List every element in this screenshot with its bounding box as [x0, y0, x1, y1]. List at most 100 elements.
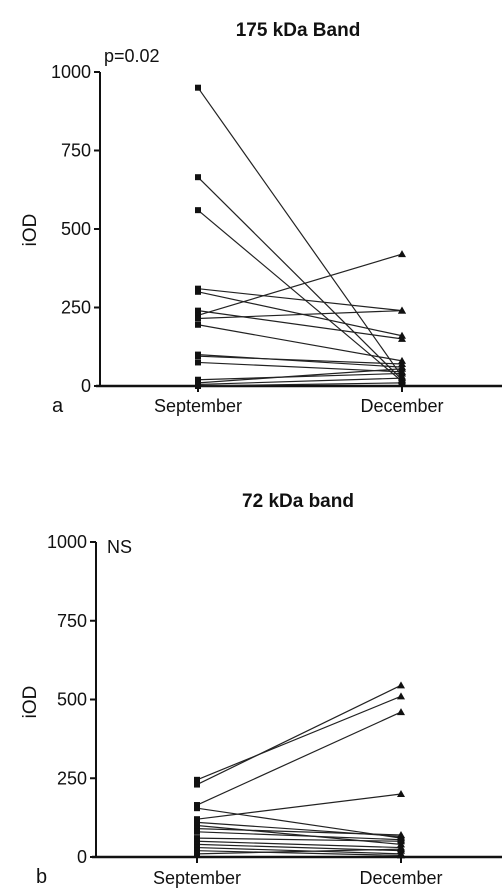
- paired-series: [194, 681, 405, 859]
- december-marker: [398, 374, 406, 382]
- subject-line: [196, 807, 402, 839]
- subject-line: [197, 361, 403, 373]
- september-marker: [195, 376, 201, 383]
- subject-line: [197, 253, 403, 316]
- p-value-annotation: p=0.02: [104, 46, 160, 66]
- y-tick-label: 250: [57, 768, 87, 788]
- y-tick-label: 1000: [47, 532, 87, 552]
- y-tick-label: 750: [61, 141, 91, 161]
- september-marker: [194, 847, 200, 854]
- y-tick-label: 0: [81, 376, 91, 396]
- subject-line: [197, 310, 403, 340]
- y-tick-label: 1000: [51, 62, 91, 82]
- y-tick-label: 500: [61, 219, 91, 239]
- december-marker: [398, 360, 406, 368]
- september-marker: [195, 312, 201, 319]
- september-marker: [194, 805, 200, 812]
- december-marker: [398, 369, 406, 377]
- december-marker: [398, 364, 406, 372]
- december-marker: [397, 790, 405, 797]
- subject-line: [196, 831, 402, 841]
- subject-line: [197, 382, 403, 387]
- september-marker: [194, 825, 200, 832]
- subject-line: [196, 793, 402, 820]
- subject-line: [197, 368, 403, 384]
- subject-line: [197, 288, 403, 312]
- subject-line: [196, 846, 402, 855]
- subject-line: [197, 176, 403, 381]
- y-tick-label: 500: [57, 690, 87, 710]
- subject-line: [197, 354, 403, 368]
- chart-panel-b: 72 kDa band NS iOD b September December …: [20, 491, 502, 888]
- september-marker: [194, 838, 200, 845]
- december-marker: [397, 845, 405, 853]
- x-tick-label: December: [360, 396, 443, 416]
- subject-line: [196, 840, 402, 849]
- december-marker: [397, 837, 405, 845]
- paired-series: [195, 84, 406, 389]
- december-marker: [397, 692, 405, 700]
- panel-label: a: [52, 395, 64, 417]
- september-marker: [195, 307, 201, 314]
- subject-line: [197, 310, 403, 320]
- december-marker: [397, 681, 405, 689]
- september-marker: [194, 835, 200, 842]
- y-axis-label: iOD: [20, 214, 41, 247]
- y-ticks: 0 250 500 750 1000: [47, 532, 96, 867]
- september-marker: [194, 781, 200, 788]
- subject-line: [197, 372, 403, 381]
- september-marker: [195, 288, 201, 295]
- september-marker: [194, 850, 200, 857]
- subject-line: [196, 850, 402, 857]
- y-tick-label: 750: [57, 611, 87, 631]
- september-marker: [194, 841, 200, 848]
- x-tick-label: September: [153, 868, 241, 888]
- september-marker: [195, 315, 201, 322]
- september-marker: [195, 383, 201, 389]
- september-marker: [194, 828, 200, 835]
- subject-line: [196, 684, 402, 786]
- september-marker: [195, 84, 201, 91]
- y-ticks: 0 250 500 750 1000: [51, 62, 100, 396]
- subject-line: [197, 209, 403, 382]
- y-axis-label: iOD: [20, 686, 41, 719]
- september-marker: [195, 321, 201, 328]
- subject-line: [197, 377, 403, 386]
- september-marker: [195, 353, 201, 360]
- subject-line: [197, 324, 403, 362]
- december-marker: [398, 306, 406, 314]
- september-marker: [194, 819, 200, 826]
- panel-label: b: [36, 866, 47, 888]
- subject-line: [196, 828, 402, 836]
- september-marker: [195, 174, 201, 181]
- chart-title: 175 kDa Band: [236, 20, 361, 41]
- subject-line: [197, 291, 403, 337]
- september-marker: [194, 802, 200, 809]
- subject-line: [196, 837, 402, 842]
- y-tick-label: 0: [77, 847, 87, 867]
- x-tick-label: December: [359, 868, 442, 888]
- december-marker: [397, 708, 405, 716]
- significance-annotation: NS: [107, 537, 132, 557]
- y-tick-label: 250: [61, 298, 91, 318]
- september-marker: [194, 844, 200, 851]
- chart-title: 72 kDa band: [242, 491, 354, 512]
- september-marker: [195, 207, 201, 214]
- subject-line: [197, 87, 403, 377]
- subject-line: [196, 695, 402, 781]
- x-tick-label: September: [154, 396, 242, 416]
- september-marker: [194, 822, 200, 829]
- december-marker: [398, 378, 406, 386]
- chart-panel-a: 175 kDa Band p=0.02 iOD a September Dece…: [20, 20, 502, 417]
- subject-line: [197, 355, 403, 365]
- subject-line: [196, 848, 402, 855]
- subject-line: [196, 711, 402, 806]
- december-marker: [397, 851, 405, 859]
- december-marker: [398, 334, 406, 342]
- september-marker: [195, 359, 201, 366]
- september-marker: [195, 285, 201, 292]
- december-marker: [398, 250, 406, 258]
- september-marker: [194, 776, 200, 783]
- september-marker: [194, 816, 200, 823]
